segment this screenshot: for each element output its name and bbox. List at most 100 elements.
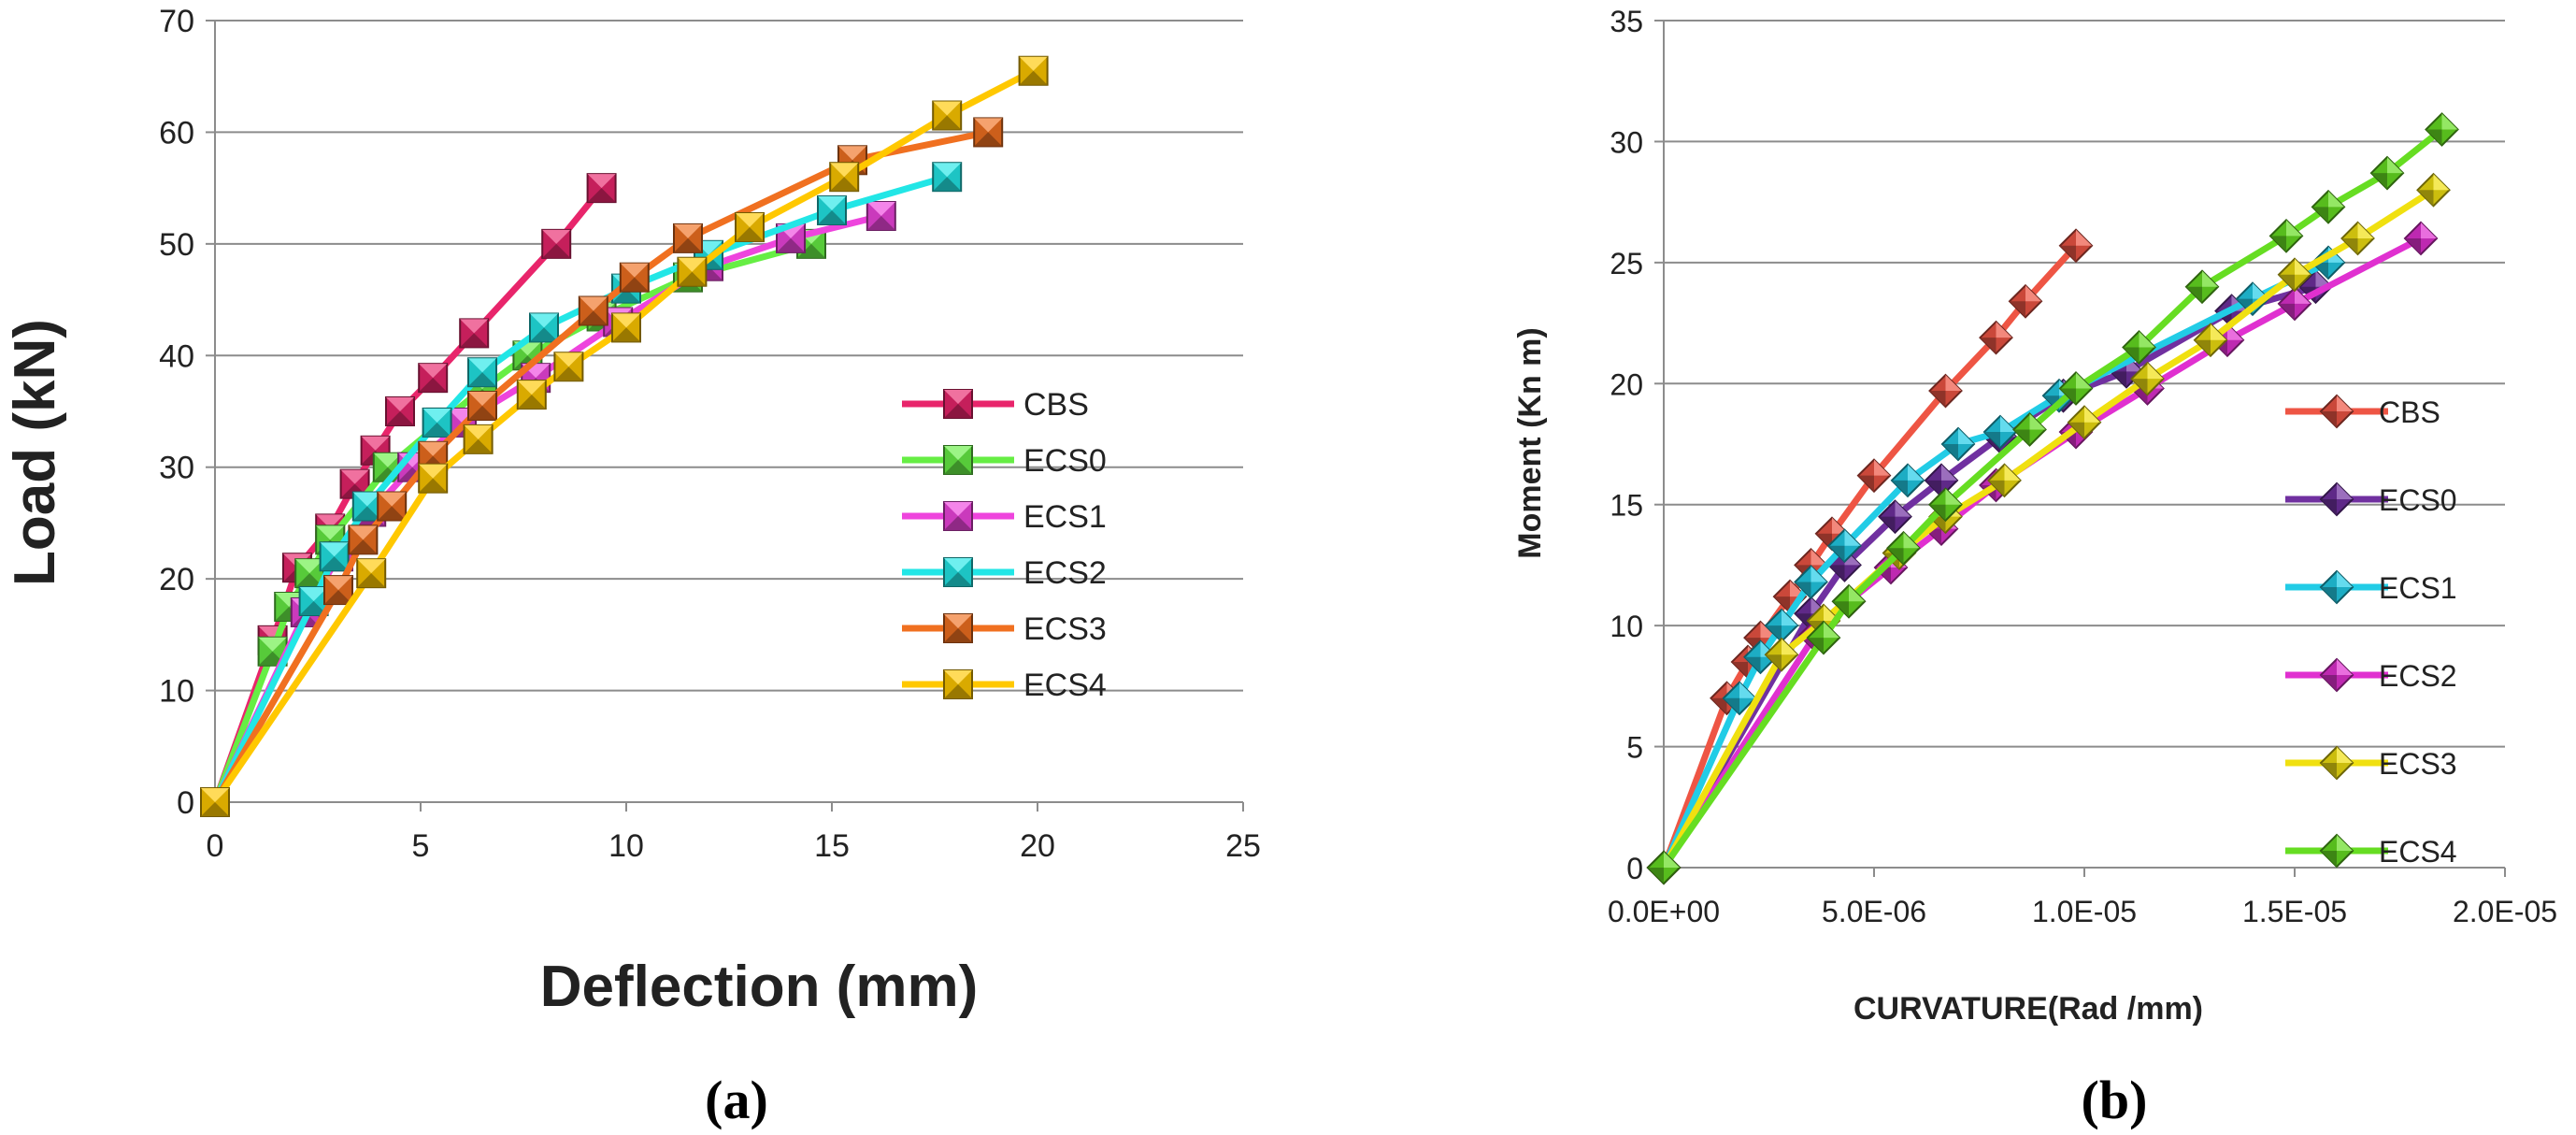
data-point-cbs-a (586, 173, 617, 204)
legend-label-ecs0-a: ECS0 (1023, 443, 1107, 479)
data-point-cbs-b (1979, 320, 2013, 355)
legend-marker-ecs0-b (2319, 481, 2354, 517)
series-line-ecs4-a (211, 67, 1038, 806)
y-axis-title-a: Load (kN) (3, 319, 67, 586)
legend-label-cbs-b: CBS (2379, 395, 2440, 429)
series-line-cbs-a (211, 184, 606, 806)
y-axis-title-b: Moment (Kn m) (1512, 327, 1548, 558)
data-point-ecs3-a (973, 117, 1004, 148)
legend-marker-ecs3-b (2319, 745, 2354, 781)
data-point-ecs3-a (673, 223, 703, 253)
data-point-ecs3-a (377, 491, 408, 522)
data-point-ecs1-b (1794, 565, 1828, 599)
data-point-ecs2-a (298, 586, 329, 617)
data-point-cbs-b (2058, 228, 2094, 264)
data-point-ecs3-a (467, 391, 497, 422)
legend-marker-cbs-b (2319, 394, 2354, 429)
data-point-ecs4-a (932, 100, 963, 131)
data-point-ecs3-b (2277, 257, 2312, 293)
y-tick-label-b: 35 (1610, 5, 1643, 38)
legend-label-ecs0-b: ECS0 (2379, 483, 2457, 517)
legend-marker-ecs4-a (943, 669, 973, 699)
data-point-ecs4-a (1018, 55, 1049, 86)
data-point-ecs3-b (2130, 361, 2165, 396)
x-tick-label-a: 10 (608, 828, 644, 864)
y-tick-label-b: 15 (1610, 489, 1643, 523)
x-tick-label-b: 2.0E-05 (2453, 895, 2557, 928)
data-point-ecs1-b (1890, 463, 1925, 498)
legend-marker-ecs0-a (943, 445, 973, 475)
legend-marker-ecs2-b (2319, 657, 2354, 693)
data-point-ecs4-b (1831, 583, 1867, 619)
data-point-ecs4-b (2122, 330, 2156, 365)
y-tick-label-a: 70 (159, 4, 194, 39)
data-point-ecs1-b (1743, 639, 1778, 675)
x-tick-label-b: 1.5E-05 (2242, 895, 2347, 928)
y-tick-label-b: 25 (1610, 247, 1643, 280)
data-point-ecs3-b (2067, 405, 2102, 440)
data-point-ecs3-b (2340, 221, 2375, 256)
y-tick-label-b: 10 (1610, 610, 1643, 643)
legend-label-ecs2-a: ECS2 (1023, 555, 1107, 591)
y-tick-label-a: 10 (159, 674, 194, 710)
data-point-ecs2-a (529, 312, 559, 343)
legend-label-ecs3-a: ECS3 (1023, 611, 1107, 647)
data-point-ecs2-b (2277, 286, 2312, 322)
series-line-ecs2-a (211, 173, 951, 806)
legend-marker-ecs4-b (2319, 833, 2354, 869)
data-point-cbs-a (418, 363, 449, 394)
y-tick-label-b: 20 (1610, 367, 1643, 401)
data-point-ecs1-b (1827, 528, 1862, 564)
data-point-ecs2-b (2403, 221, 2439, 256)
data-point-ecs0-a (257, 636, 288, 667)
legend-label-ecs1-a: ECS1 (1023, 499, 1107, 535)
data-point-ecs4-b (1806, 620, 1841, 655)
data-point-ecs1-b (1722, 681, 1757, 716)
data-point-ecs4-b (2311, 189, 2346, 224)
legend-label-ecs4-a: ECS4 (1023, 668, 1107, 703)
data-point-cbs-a (541, 228, 572, 259)
data-point-ecs4-a (611, 312, 641, 343)
data-point-ecs3-a (323, 575, 353, 606)
data-point-ecs4-a (200, 787, 230, 817)
data-point-cbs-b (1928, 373, 1963, 409)
x-tick-label-a: 25 (1225, 828, 1261, 864)
data-point-cbs-a (459, 318, 490, 349)
data-point-ecs4-a (735, 211, 765, 242)
data-point-ecs2-a (467, 357, 497, 388)
legend-label-cbs-a: CBS (1023, 387, 1089, 423)
x-tick-label-b: 5.0E-06 (1822, 895, 1926, 928)
data-point-ecs4-b (2058, 371, 2094, 406)
x-tick-label-b: 0.0E+00 (1608, 895, 1720, 928)
data-point-ecs4-b (2369, 155, 2405, 191)
data-point-ecs4-a (418, 463, 449, 494)
data-point-ecs4-a (553, 352, 584, 382)
y-tick-label-a: 40 (159, 338, 194, 374)
data-point-ecs4-b (1928, 487, 1963, 523)
data-point-ecs4-b (2184, 269, 2220, 305)
data-point-ecs1-b (1940, 426, 1976, 462)
data-point-ecs4-b (1886, 530, 1921, 566)
data-point-cbs-b (2008, 283, 2043, 319)
y-tick-label-a: 50 (159, 227, 194, 263)
legend-marker-ecs1-b (2319, 569, 2354, 605)
y-tick-label-a: 20 (159, 562, 194, 597)
data-point-ecs4-a (356, 558, 387, 589)
series-line-ecs2-b (1660, 235, 2425, 871)
x-tick-label-a: 0 (207, 828, 224, 864)
legend-marker-ecs3-a (943, 613, 973, 643)
data-point-ecs3-a (578, 295, 608, 326)
y-tick-label-b: 30 (1610, 125, 1643, 159)
data-point-ecs4-a (463, 424, 494, 454)
y-tick-label-b: 0 (1626, 852, 1643, 885)
x-tick-label-a: 15 (814, 828, 850, 864)
data-point-ecs4-a (829, 162, 860, 193)
data-point-ecs4-a (516, 380, 547, 410)
data-point-ecs2-a (817, 195, 847, 226)
data-point-ecs3-b (2416, 172, 2451, 208)
x-axis-title-b: CURVATURE(Rad /mm) (1853, 991, 2203, 1027)
y-tick-label-a: 0 (177, 785, 194, 821)
legend-marker-ecs2-a (943, 557, 973, 587)
data-point-ecs2-a (932, 162, 963, 193)
